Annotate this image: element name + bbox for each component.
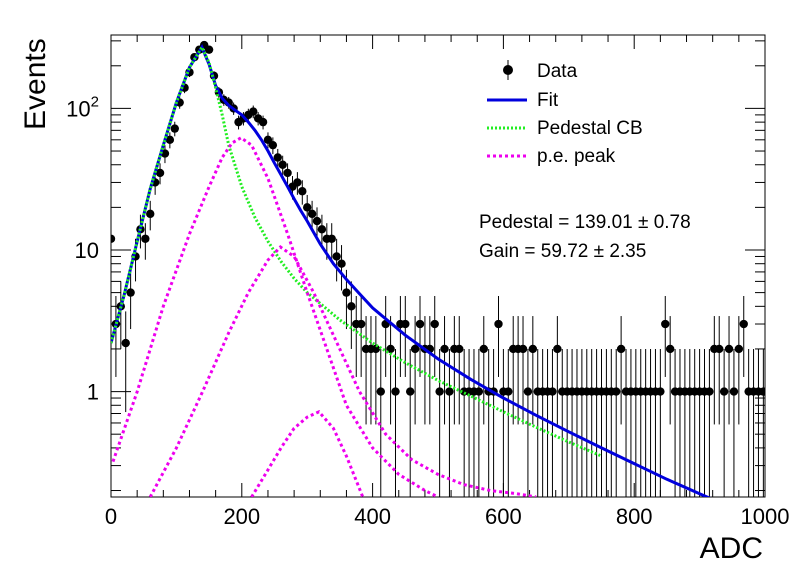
data-point xyxy=(759,387,765,396)
data-point xyxy=(111,234,116,243)
data-point xyxy=(729,387,739,396)
legend-label-fit: Fit xyxy=(537,90,559,111)
legend-item-data: Data xyxy=(503,60,578,82)
data-point xyxy=(263,135,273,145)
data-point xyxy=(739,319,748,329)
data-point xyxy=(528,344,538,354)
pedestal-cb-curve xyxy=(111,44,603,458)
data-point xyxy=(440,344,449,354)
data-point xyxy=(415,319,425,329)
legend-label-data: Data xyxy=(537,61,578,82)
annotation-pedestal: Pedestal = 139.01 ± 0.78 xyxy=(479,212,691,233)
data-point xyxy=(258,117,268,127)
legend: Data Fit Pedestal CB p.e. peak xyxy=(487,60,643,167)
data-point xyxy=(337,259,346,268)
data-point xyxy=(494,319,503,329)
data-point xyxy=(293,178,302,187)
x-axis-title: ADC xyxy=(700,532,763,565)
data-point xyxy=(371,344,381,354)
data-points xyxy=(111,40,765,497)
data-point xyxy=(332,252,341,261)
data-point xyxy=(435,387,444,396)
data-point xyxy=(347,302,356,311)
data-point xyxy=(121,338,130,348)
y-tick-label: 102 xyxy=(66,93,99,121)
legend-label-pe-peak: p.e. peak xyxy=(537,146,616,167)
plot-frame xyxy=(110,34,766,498)
x-tick-label: 200 xyxy=(223,504,260,529)
data-point xyxy=(401,319,410,329)
fit-curve xyxy=(111,44,711,497)
legend-data-marker-icon xyxy=(503,65,513,75)
data-point xyxy=(548,387,557,396)
data-point xyxy=(656,387,665,396)
data-point xyxy=(661,319,670,329)
data-point xyxy=(612,387,621,396)
axis-ticks: 0 200 400 600 800 1000 1 10 102 xyxy=(66,35,789,529)
pe-peak-curve-5 xyxy=(250,409,365,497)
data-point xyxy=(141,234,150,243)
x-tick-label: 600 xyxy=(485,504,522,529)
data-point xyxy=(165,135,175,145)
data-point xyxy=(474,387,484,396)
data-point xyxy=(553,344,562,354)
data-point xyxy=(146,209,155,219)
data-point xyxy=(356,319,366,329)
data-point xyxy=(317,225,327,234)
data-point xyxy=(204,45,214,54)
data-point xyxy=(155,168,165,178)
x-tick-label: 1000 xyxy=(741,504,790,529)
data-point xyxy=(616,344,626,354)
data-point xyxy=(445,387,454,396)
data-point xyxy=(430,319,439,329)
data-point xyxy=(283,168,292,178)
pe-peak-curve-4 xyxy=(148,245,537,497)
x-tick-label: 400 xyxy=(354,504,391,529)
data-point xyxy=(312,216,322,226)
data-point xyxy=(278,160,287,169)
series-layer xyxy=(111,40,765,497)
legend-item-pe-peak: p.e. peak xyxy=(487,146,616,167)
y-axis-title: Events xyxy=(19,38,52,130)
data-point xyxy=(391,387,400,396)
data-point xyxy=(715,344,724,354)
data-point xyxy=(406,387,415,396)
data-point xyxy=(523,387,533,396)
data-point xyxy=(518,344,528,354)
legend-item-fit: Fit xyxy=(487,90,559,111)
data-point xyxy=(303,203,312,212)
data-point xyxy=(504,387,513,396)
data-point xyxy=(376,387,385,396)
data-point xyxy=(342,288,351,297)
data-point xyxy=(455,344,464,354)
data-point xyxy=(307,209,317,219)
x-tick-label: 800 xyxy=(616,504,653,529)
data-point xyxy=(665,344,675,354)
y-tick-label: 1 xyxy=(87,380,99,405)
y-tick-label: 10 xyxy=(75,238,99,263)
data-point xyxy=(705,387,714,396)
data-point xyxy=(126,288,135,297)
legend-item-pedestal: Pedestal CB xyxy=(487,118,643,139)
pe-peak-curve-3 xyxy=(111,136,439,497)
data-point xyxy=(724,344,734,354)
data-point xyxy=(298,187,307,196)
data-point xyxy=(479,344,488,354)
data-point xyxy=(410,344,420,354)
x-tick-label: 0 xyxy=(105,504,117,529)
data-point xyxy=(170,124,179,133)
data-point xyxy=(249,107,258,116)
data-point xyxy=(268,140,278,150)
data-point xyxy=(734,344,744,354)
data-point xyxy=(719,387,729,396)
data-point xyxy=(273,153,282,162)
data-point xyxy=(327,234,336,243)
annotation-gain: Gain = 59.72 ± 2.35 xyxy=(479,241,646,262)
legend-label-pedestal: Pedestal CB xyxy=(537,118,643,139)
